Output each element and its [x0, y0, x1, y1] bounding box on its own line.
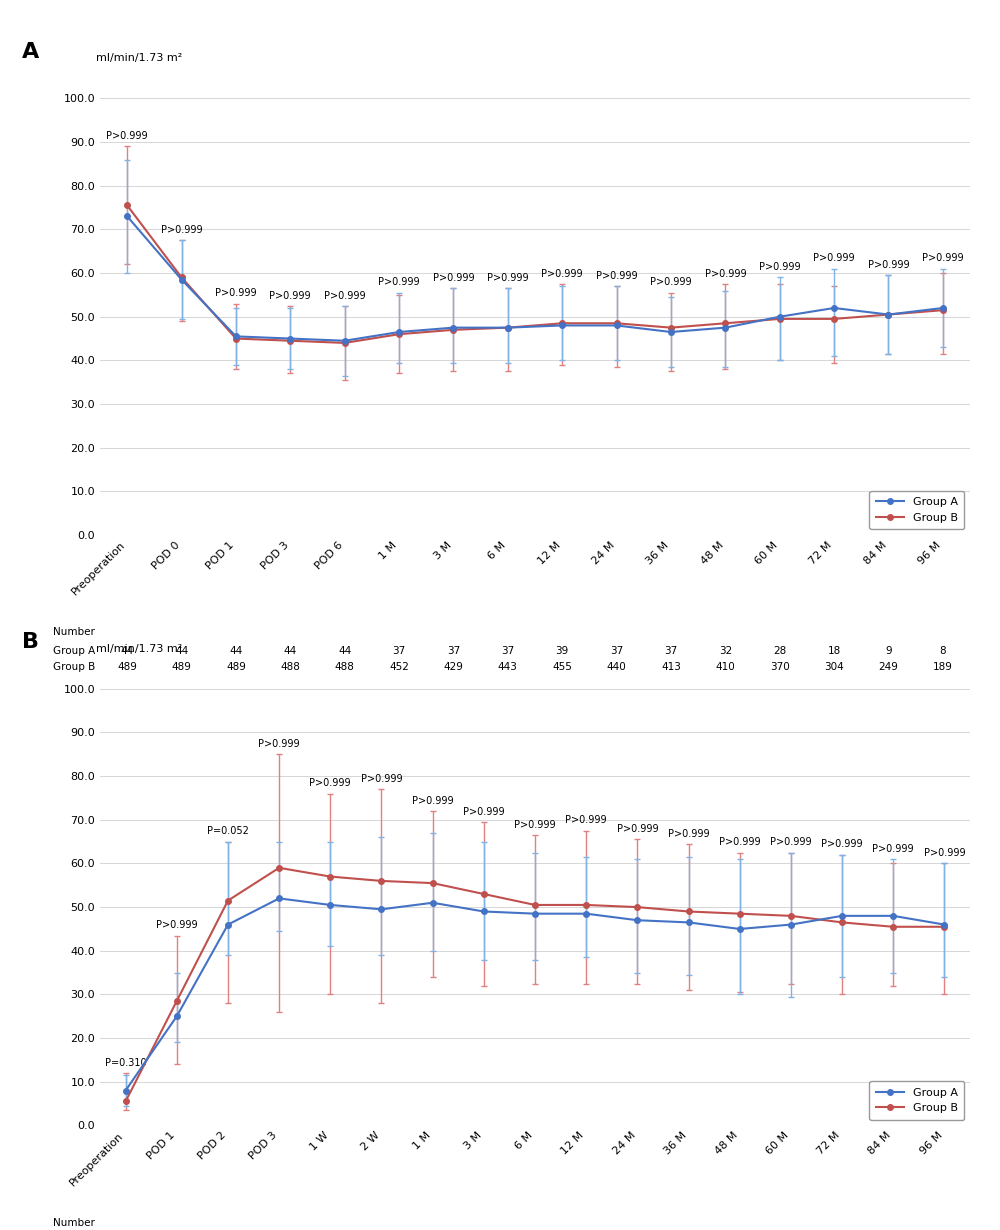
Text: P>0.999: P>0.999: [270, 290, 311, 300]
Text: P>0.999: P>0.999: [258, 739, 300, 749]
Text: P>0.999: P>0.999: [868, 260, 909, 271]
Text: 37: 37: [392, 646, 406, 656]
Text: P>0.999: P>0.999: [541, 268, 583, 279]
Text: P>0.999: P>0.999: [922, 253, 964, 263]
Text: 39: 39: [556, 646, 569, 656]
Text: P>0.999: P>0.999: [813, 253, 855, 263]
Text: 304: 304: [824, 662, 844, 672]
Text: 489: 489: [172, 662, 192, 672]
Text: P>0.999: P>0.999: [719, 838, 761, 847]
Legend: Group A, Group B: Group A, Group B: [869, 1081, 964, 1119]
Text: 370: 370: [770, 662, 790, 672]
Text: P>0.999: P>0.999: [161, 225, 202, 235]
Text: 44: 44: [338, 646, 351, 656]
Text: 8: 8: [939, 646, 946, 656]
Text: P>0.999: P>0.999: [309, 779, 351, 788]
Text: P>0.999: P>0.999: [106, 132, 148, 141]
Text: P>0.999: P>0.999: [924, 849, 965, 859]
Text: P>0.999: P>0.999: [412, 796, 453, 806]
Text: 18: 18: [827, 646, 841, 656]
Text: Group A: Group A: [53, 646, 95, 656]
Text: 488: 488: [280, 662, 300, 672]
Text: P>0.999: P>0.999: [433, 273, 474, 283]
Text: P>0.999: P>0.999: [215, 288, 257, 299]
Legend: Group A, Group B: Group A, Group B: [869, 491, 964, 529]
Text: P>0.999: P>0.999: [361, 774, 402, 784]
Text: 455: 455: [552, 662, 572, 672]
Text: P>0.999: P>0.999: [156, 920, 198, 930]
Text: 443: 443: [498, 662, 518, 672]
Text: P=0.052: P=0.052: [207, 827, 249, 836]
Text: P>0.999: P>0.999: [872, 844, 914, 854]
Text: P>0.999: P>0.999: [759, 262, 800, 272]
Text: P>0.999: P>0.999: [463, 807, 505, 817]
Text: P>0.999: P>0.999: [668, 829, 709, 839]
Text: 249: 249: [879, 662, 898, 672]
Text: 489: 489: [226, 662, 246, 672]
Text: 410: 410: [715, 662, 735, 672]
Text: P>0.999: P>0.999: [487, 273, 529, 283]
Text: Group B: Group B: [53, 662, 95, 672]
Text: 429: 429: [444, 662, 463, 672]
Text: ml/min/1.73 m²: ml/min/1.73 m²: [96, 643, 182, 654]
Text: P>0.999: P>0.999: [821, 840, 863, 850]
Text: P>0.999: P>0.999: [650, 278, 692, 288]
Text: 440: 440: [607, 662, 626, 672]
Text: Number: Number: [53, 1218, 95, 1228]
Text: 452: 452: [389, 662, 409, 672]
Text: 488: 488: [335, 662, 355, 672]
Text: P>0.999: P>0.999: [770, 838, 812, 847]
Text: P>0.999: P>0.999: [565, 815, 607, 825]
Text: 32: 32: [719, 646, 732, 656]
Text: 44: 44: [175, 646, 188, 656]
Text: 489: 489: [117, 662, 137, 672]
Text: 44: 44: [121, 646, 134, 656]
Text: P>0.999: P>0.999: [617, 824, 658, 834]
Text: 37: 37: [664, 646, 678, 656]
Text: 37: 37: [447, 646, 460, 656]
Text: P>0.999: P>0.999: [324, 290, 366, 300]
Text: Number: Number: [53, 627, 95, 637]
Text: 44: 44: [284, 646, 297, 656]
Text: 37: 37: [610, 646, 623, 656]
Text: P>0.999: P>0.999: [514, 820, 556, 830]
Text: 37: 37: [501, 646, 514, 656]
Text: 44: 44: [229, 646, 243, 656]
Text: P>0.999: P>0.999: [704, 268, 746, 279]
Text: 189: 189: [933, 662, 953, 672]
Text: ml/min/1.73 m²: ml/min/1.73 m²: [96, 53, 182, 64]
Text: 413: 413: [661, 662, 681, 672]
Text: 9: 9: [885, 646, 892, 656]
Text: P>0.999: P>0.999: [596, 271, 637, 280]
Text: A: A: [22, 42, 39, 62]
Text: 28: 28: [773, 646, 786, 656]
Text: P>0.999: P>0.999: [378, 278, 420, 288]
Text: B: B: [22, 632, 39, 652]
Text: P=0.310: P=0.310: [105, 1058, 146, 1068]
